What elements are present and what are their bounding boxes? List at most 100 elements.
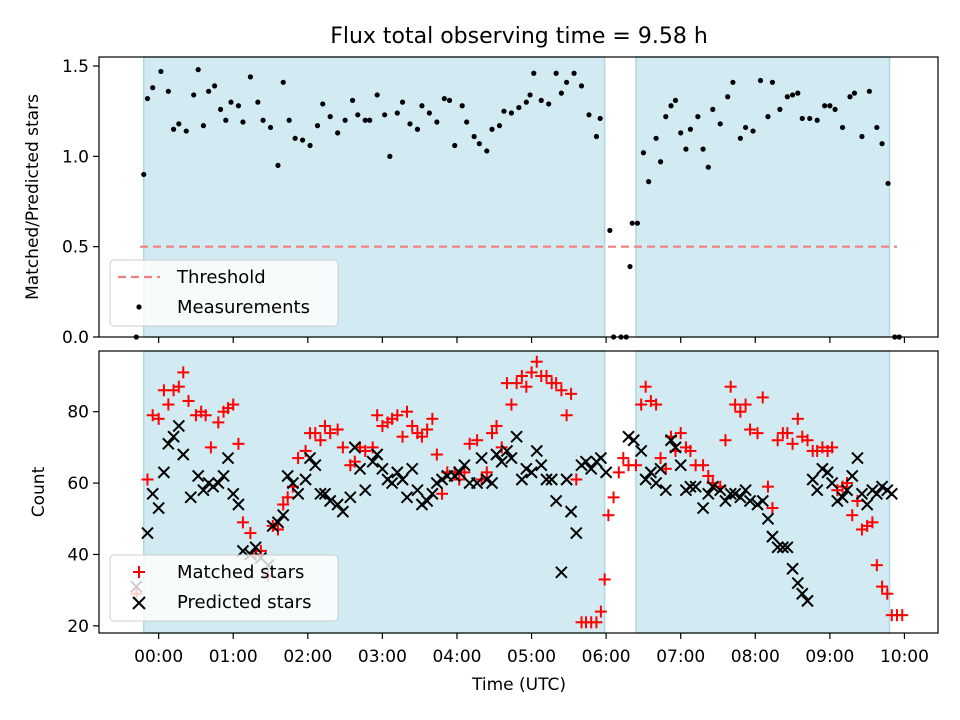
matched-star-point (430, 448, 443, 461)
predicted-star-point (674, 459, 687, 472)
predicted-star-stroke (396, 473, 409, 486)
measurement-point (668, 103, 674, 109)
predicted-star-point (167, 430, 180, 443)
measurement-point (255, 99, 261, 105)
predicted-star-stroke (796, 587, 809, 600)
matched-legend-label: Matched stars (177, 562, 304, 583)
matched-star-point (719, 434, 732, 447)
predicted-star-stroke (291, 487, 305, 500)
predicted-star-stroke (846, 469, 859, 483)
predicted-star-point (266, 519, 279, 533)
predicted-star-stroke (696, 501, 710, 515)
predicted-star-stroke (756, 494, 769, 508)
measurement-point (476, 141, 482, 147)
measurement-point (634, 220, 641, 226)
matched-star-point (141, 473, 154, 486)
predicted-star-point (271, 516, 285, 529)
matched-star-point (152, 412, 165, 425)
measurement-point (141, 171, 147, 178)
predicted-star-stroke (172, 419, 186, 433)
measurement-point (687, 126, 694, 132)
predicted-legend-label: Predicted stars (177, 592, 311, 613)
matched-star-point (426, 412, 439, 425)
measurement-point (700, 146, 706, 152)
predicted-star-stroke (206, 480, 220, 493)
top-panel-frame (98, 56, 939, 338)
matched-star-point (870, 559, 883, 572)
predicted-star-point (309, 459, 322, 472)
measurement-point (695, 114, 701, 120)
x-axis-label: Time (UTC) (471, 675, 566, 695)
predicted-star-point (221, 451, 235, 465)
predicted-star-stroke (791, 576, 805, 590)
predicted-star-point (485, 476, 499, 490)
measurement-point (737, 135, 743, 141)
bottom-panel-frame (98, 350, 939, 634)
predicted-star-point (426, 487, 439, 500)
predicted-star-stroke (806, 473, 819, 486)
measurement-point (777, 106, 783, 112)
bottom-panel-ylabel: Count (29, 466, 49, 517)
matched-star-point (530, 355, 543, 368)
predicted-star-point (851, 451, 864, 465)
predicted-star-stroke (485, 476, 499, 490)
matched-star-point (607, 491, 620, 504)
predicted-star-stroke (644, 466, 658, 479)
measurement-point (874, 124, 880, 131)
predicted-star-point (781, 541, 794, 554)
measurement-point (516, 104, 522, 111)
predicted-star-point (786, 562, 799, 575)
predicted-star-point (500, 444, 514, 458)
predicted-star-point (206, 480, 220, 493)
predicted-star-stroke (366, 455, 379, 468)
predicted-star-stroke (771, 541, 784, 554)
measurement-point (240, 119, 246, 125)
matched-star-point (635, 398, 648, 411)
measurement-point (538, 97, 544, 103)
matched-star-point (292, 452, 305, 465)
matched-star-point (463, 437, 476, 450)
measurement-point (593, 133, 600, 140)
y-tick-label: 40 (67, 545, 89, 565)
measurement-point (847, 94, 853, 100)
predicted-star-point (855, 487, 869, 500)
matched-star-point (391, 409, 404, 422)
predicted-star-point (520, 462, 533, 476)
predicted-star-point (689, 480, 702, 493)
predicted-star-stroke (627, 434, 640, 447)
predicted-star-point (766, 530, 779, 543)
measurement-point (789, 92, 796, 98)
matched-star-point (162, 398, 175, 411)
predicted-star-point (570, 526, 583, 540)
measurement-point (705, 164, 711, 170)
predicted-star-stroke (152, 501, 165, 515)
predicted-star-stroke (348, 441, 362, 454)
matched-star-point (570, 473, 583, 486)
matched-star-point (801, 434, 814, 447)
matched-star-point (406, 419, 419, 432)
measurement-point (292, 135, 298, 141)
predicted-star-stroke (674, 459, 687, 472)
x-tick-label: 10:00 (880, 647, 929, 667)
measurement-point (523, 99, 529, 105)
predicted-star-point (796, 587, 809, 600)
predicted-star-stroke (654, 462, 667, 476)
predicted-star-point (654, 462, 667, 476)
bottom-legend: Matched stars Predicted stars (109, 554, 339, 622)
matched-star-point (771, 434, 784, 447)
measurement-point (426, 110, 432, 116)
predicted-star-stroke (801, 594, 814, 608)
measurements-legend-label: Measurements (177, 297, 310, 318)
measurement-point (441, 95, 447, 102)
predicted-star-point (291, 487, 305, 500)
measurement-point (446, 97, 453, 103)
measurement-point (165, 88, 171, 94)
predicted-star-point (385, 476, 399, 490)
predicted-star-stroke (560, 473, 573, 486)
predicted-star-point (336, 505, 350, 518)
predicted-star-point (564, 505, 578, 518)
measurement-point (553, 70, 559, 76)
predicted-star-stroke (810, 484, 824, 497)
predicted-star-stroke (286, 476, 300, 490)
predicted-star-point (212, 476, 225, 490)
